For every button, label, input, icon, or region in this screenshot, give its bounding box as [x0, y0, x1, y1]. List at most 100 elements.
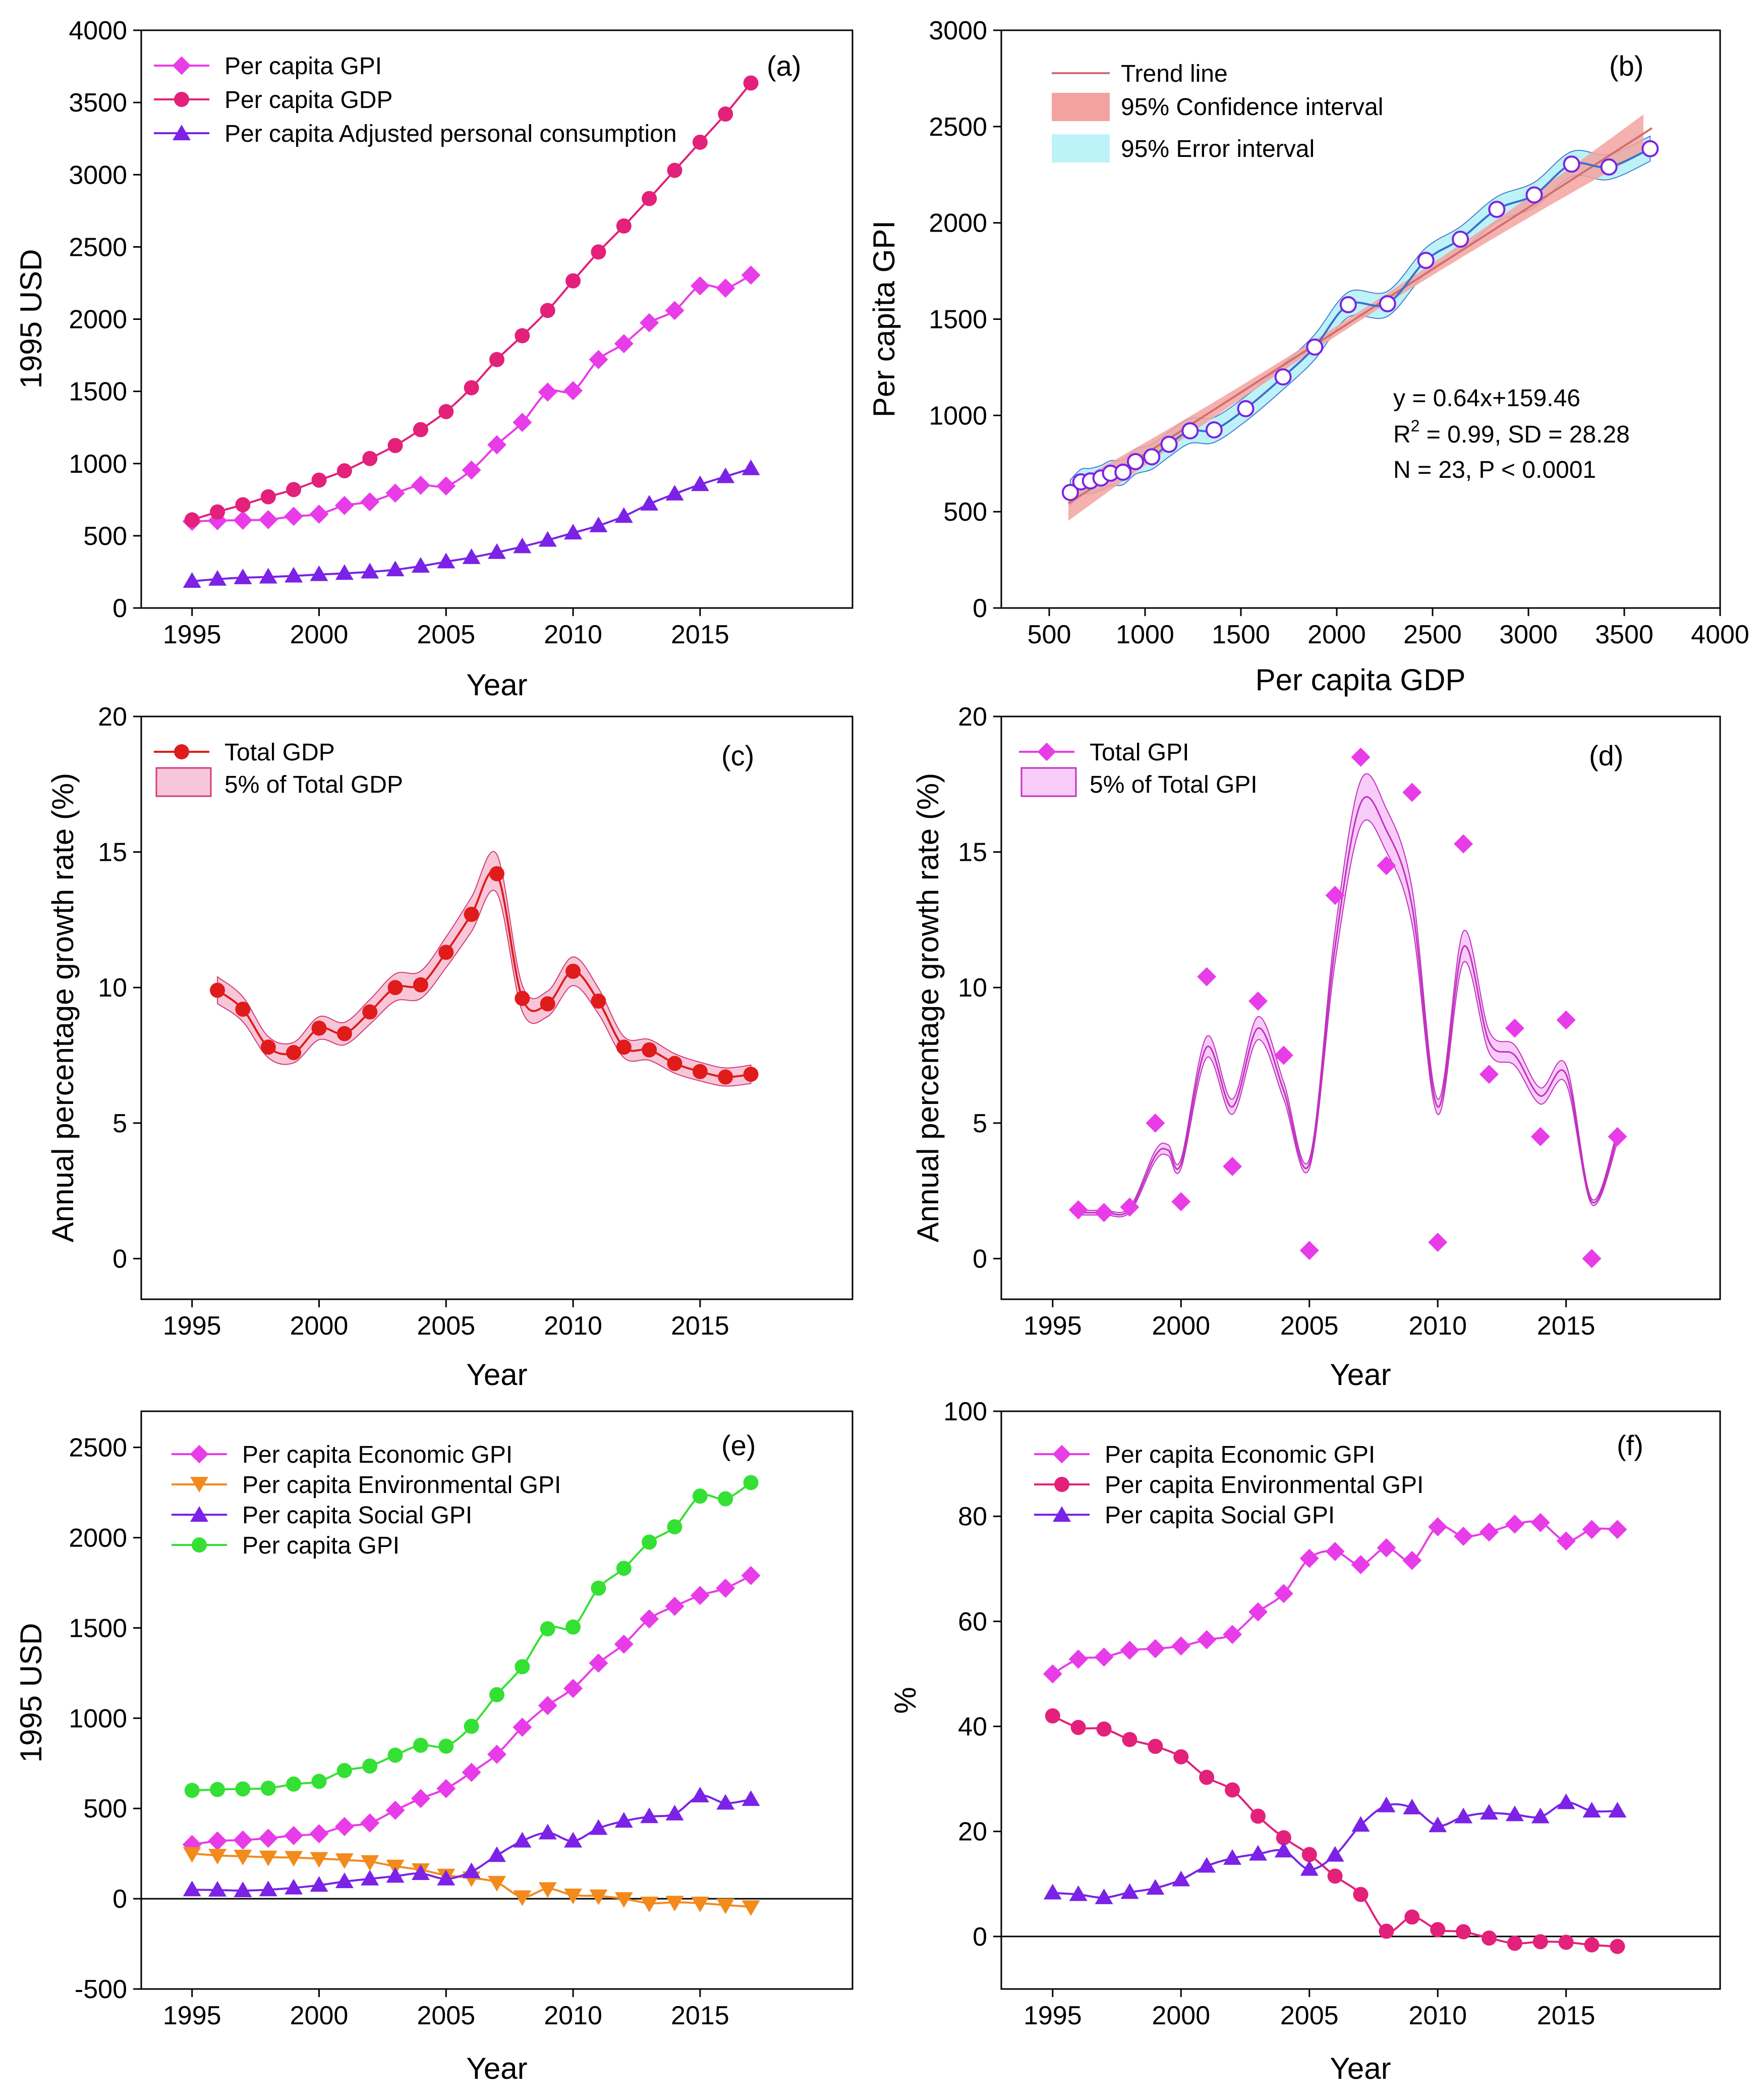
data-point — [565, 273, 581, 289]
x-ticks: 500 1000 1500 2000 2500 3000 3500 4000 — [1028, 608, 1749, 649]
data-point — [437, 1869, 456, 1886]
data-point — [1114, 463, 1132, 481]
data-point — [743, 1475, 759, 1490]
svg-text:Per capita Environmental GPI: Per capita Environmental GPI — [1105, 1472, 1424, 1499]
data-point — [464, 907, 479, 922]
x-tick-label: 2010 — [1408, 2001, 1467, 2030]
data-point — [284, 1851, 303, 1867]
y-tick-label: 2000 — [929, 209, 987, 238]
y-tick-label: 40 — [958, 1712, 987, 1742]
svg-text:95% Confidence interval: 95% Confidence interval — [1121, 94, 1383, 121]
panel-f: 1995 2000 2005 2010 2015 0 20 40 60 80 100 (f) Ye… — [888, 1397, 1721, 2085]
data-point — [1248, 991, 1268, 1011]
x-tick-label: 1995 — [163, 620, 221, 649]
data-point — [515, 1659, 530, 1675]
data-point — [563, 381, 583, 401]
y-tick-label: 15 — [98, 838, 127, 867]
data-point — [310, 1852, 328, 1868]
data-point — [614, 507, 633, 523]
x-axis-label: Year — [1330, 2052, 1391, 2085]
data-point — [411, 1864, 430, 1880]
data-point — [1225, 1782, 1240, 1798]
data-point — [565, 1619, 581, 1635]
data-point — [1069, 1885, 1088, 1901]
data-point — [690, 1585, 710, 1605]
data-point — [691, 1787, 709, 1803]
data-point — [259, 568, 277, 584]
data-point — [1197, 967, 1217, 986]
x-tick-label: 2000 — [290, 2001, 349, 2030]
y-tick-label: 500 — [83, 1794, 127, 1823]
data-point — [1353, 1887, 1369, 1902]
data-point — [616, 1039, 632, 1055]
data-point — [589, 1819, 608, 1835]
data-point — [210, 1782, 225, 1797]
series-line — [192, 1574, 752, 1846]
data-point — [1479, 1065, 1499, 1084]
data-point — [540, 1621, 555, 1637]
data-point — [362, 1004, 378, 1020]
data-point — [1172, 1870, 1190, 1887]
data-point — [1608, 1520, 1627, 1539]
data-point — [361, 1869, 379, 1886]
data-point — [538, 1696, 557, 1716]
data-point — [1505, 1805, 1524, 1821]
series-total-gdp — [210, 866, 759, 1085]
y-tick-label: -500 — [75, 1975, 127, 2004]
data-point — [1223, 1625, 1242, 1644]
data-point — [361, 1855, 379, 1871]
y-tick-label: 500 — [943, 498, 987, 527]
data-point — [1274, 1584, 1293, 1604]
data-point — [1563, 155, 1580, 173]
data-point — [564, 524, 583, 540]
y-axis-label: Per capita GPI — [867, 220, 901, 417]
data-point — [413, 977, 428, 992]
data-point — [462, 460, 481, 480]
series-per-capita-gpi — [184, 1475, 759, 1798]
data-point — [1326, 1846, 1344, 1862]
y-tick-label: 2500 — [929, 113, 987, 142]
data-point — [335, 1872, 354, 1889]
panel-e: 1995 2000 2005 2010 2015 -500 0 500 1000 1500 200… — [14, 1410, 853, 2085]
data-point — [1582, 1249, 1602, 1268]
panel-label: (e) — [721, 1429, 756, 1461]
y-tick-label: 0 — [112, 1244, 127, 1274]
x-axis-label: Year — [1330, 1358, 1391, 1392]
data-point — [741, 1566, 761, 1585]
data-point — [718, 106, 733, 122]
data-point — [413, 422, 428, 437]
series-layer — [210, 851, 759, 1087]
data-point — [362, 1758, 378, 1774]
data-point — [1120, 1197, 1140, 1217]
data-point — [589, 350, 608, 369]
data-point — [1070, 1720, 1086, 1735]
data-point — [1095, 1888, 1113, 1904]
x-tick-label: 2000 — [1307, 620, 1366, 649]
data-point — [513, 1718, 532, 1737]
svg-text:Per capita Social GPI: Per capita Social GPI — [1105, 1502, 1335, 1529]
panel-label: (d) — [1589, 740, 1623, 771]
svg-text:Per capita Adjusted personal c: Per capita Adjusted personal consumption — [224, 121, 677, 147]
data-point — [208, 1881, 227, 1897]
data-point — [235, 497, 251, 513]
data-point — [1181, 422, 1199, 439]
data-point — [334, 495, 354, 515]
y-tick-label: 100 — [943, 1397, 987, 1426]
data-point — [1197, 1630, 1217, 1649]
svg-text:Per capita Environmental GPI: Per capita Environmental GPI — [242, 1472, 561, 1499]
legend: Total GPI 5% of Total GPI — [1019, 739, 1258, 798]
series-line — [192, 467, 752, 582]
data-point — [234, 568, 252, 584]
data-point — [691, 1897, 709, 1913]
x-tick-label: 2000 — [290, 620, 349, 649]
plot-frame — [140, 715, 853, 1300]
data-point — [1505, 1018, 1524, 1038]
data-point — [690, 276, 710, 296]
svg-text:Total GDP: Total GDP — [224, 739, 335, 766]
legend: Per capita Economic GPI Per capita Envir… — [172, 1442, 561, 1559]
data-point — [1143, 448, 1161, 466]
x-tick-label: 2000 — [290, 1311, 349, 1341]
data-point — [284, 507, 304, 526]
data-point — [563, 1679, 583, 1698]
data-point — [1530, 1513, 1550, 1532]
